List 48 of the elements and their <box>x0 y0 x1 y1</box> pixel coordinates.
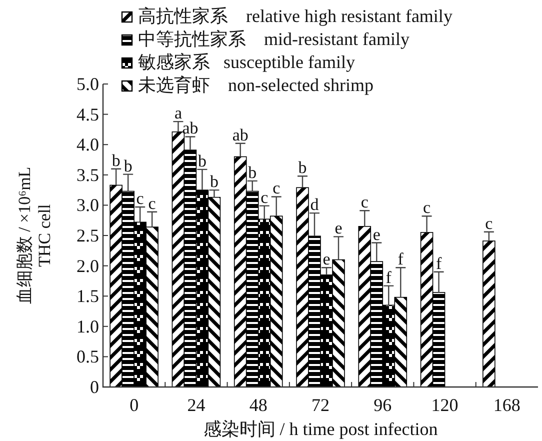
data-label: c <box>423 198 432 218</box>
data-label: e <box>334 218 342 238</box>
data-label: c <box>272 178 281 198</box>
y-tick-label: 2.5 <box>76 226 99 246</box>
data-label: e <box>372 224 380 244</box>
y-axis-title: 血细胞数 / ×10⁶mL THC cell <box>15 166 54 304</box>
y-tick-label: 5.0 <box>76 74 99 94</box>
data-label: ab <box>182 118 198 138</box>
x-tick-label: 96 <box>374 395 392 415</box>
data-label: b <box>124 156 132 176</box>
data-label: f <box>386 268 392 287</box>
x-tick-label: 120 <box>431 395 458 415</box>
y-tick-label: 4.0 <box>76 134 99 155</box>
y-tick-label: 3.0 <box>76 195 99 216</box>
data-label: a <box>174 104 182 123</box>
data-label: c <box>148 194 156 213</box>
y-tick-label: 0.5 <box>76 346 99 367</box>
legend-label: 敏感家系 susceptible family <box>138 52 355 72</box>
data-label: b <box>248 162 257 182</box>
data-label: b <box>112 150 120 170</box>
y-tick-label: 1.5 <box>76 286 99 306</box>
x-tick-label: 72 <box>312 395 330 415</box>
y-tick-label: 4.5 <box>76 104 99 124</box>
legend-label: 中等抗性家系 mid-resistant family <box>138 29 410 49</box>
data-label: b <box>298 158 307 178</box>
data-label: b <box>210 172 218 192</box>
bar <box>482 240 496 388</box>
x-axis-title: 感染时间 / h time post infection <box>203 419 438 439</box>
x-tick-label: 48 <box>249 395 268 415</box>
data-label: e <box>322 250 330 269</box>
data-label: f <box>398 250 404 269</box>
data-label: c <box>360 192 369 212</box>
data-label: c <box>136 189 144 208</box>
y-tick-label: 3.5 <box>76 164 99 185</box>
y-tick-label: 0 <box>90 377 99 397</box>
x-tick-label: 168 <box>493 395 520 415</box>
x-tick-label: 24 <box>187 395 206 415</box>
data-label: b <box>198 151 206 170</box>
legend-label: 未选育虾 non-selected shrimp <box>138 75 374 95</box>
data-label: f <box>436 254 442 273</box>
y-tick-label: 1.0 <box>76 316 99 336</box>
data-label: c <box>260 188 269 207</box>
data-label: c <box>485 214 494 233</box>
x-tick-label: 0 <box>130 395 139 415</box>
y-tick-label: 2.0 <box>76 256 99 276</box>
legend-label: 高抗性家系 relative high resistant family <box>138 6 452 26</box>
data-label: d <box>310 195 320 214</box>
data-label: ab <box>232 125 248 144</box>
